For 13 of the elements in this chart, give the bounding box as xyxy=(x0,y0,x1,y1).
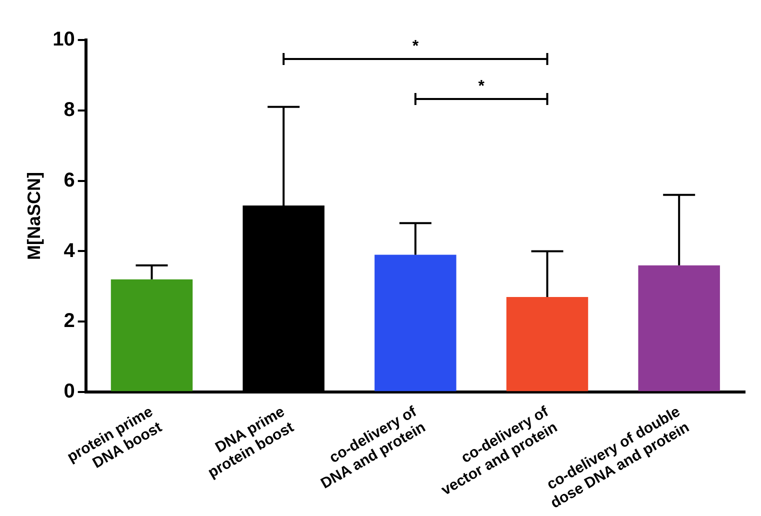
y-tick-label: 2 xyxy=(64,310,75,332)
y-tick-label: 0 xyxy=(64,380,75,403)
annotation: * xyxy=(478,78,486,95)
bar xyxy=(638,265,720,392)
bar xyxy=(110,279,193,392)
y-tick-label: 6 xyxy=(64,169,75,192)
annotation: * xyxy=(412,38,420,55)
bar xyxy=(374,254,456,392)
y-tick-label: 10 xyxy=(52,28,75,51)
y-tick-label: 4 xyxy=(64,240,76,262)
bar xyxy=(506,297,588,392)
y-axis-title: M[NaSCN] xyxy=(24,172,44,260)
y-tick-label: 8 xyxy=(64,98,75,121)
